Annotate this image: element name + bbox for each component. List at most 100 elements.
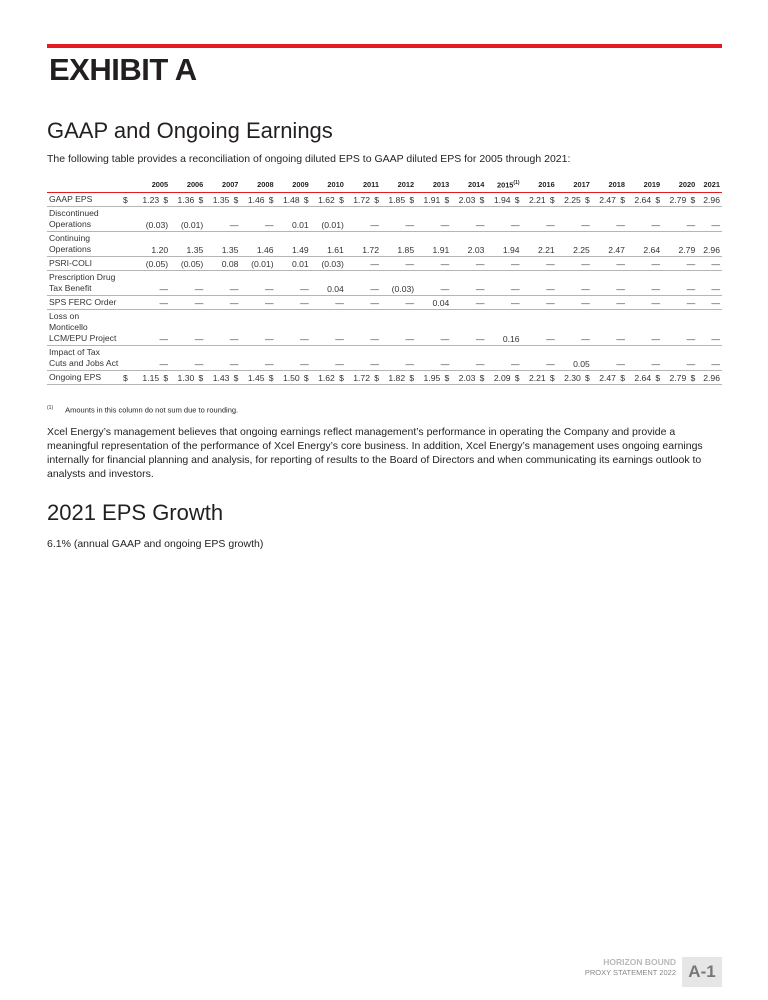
value-cell: — bbox=[345, 295, 381, 311]
cell-value: — bbox=[159, 334, 169, 345]
year-label: 2017 bbox=[573, 180, 590, 190]
value-cell: 0.05 bbox=[556, 345, 592, 372]
section-title-growth: 2021 EPS Growth bbox=[47, 500, 224, 525]
value-cell: — bbox=[310, 295, 346, 311]
cell-value: — bbox=[581, 334, 590, 345]
value-cell: — bbox=[626, 256, 663, 272]
cell-value: — bbox=[264, 359, 274, 370]
cell-value: 2.47 bbox=[608, 245, 625, 256]
value-cell: — bbox=[697, 345, 722, 372]
cell-value: — bbox=[711, 259, 720, 270]
cell-value: — bbox=[546, 284, 555, 295]
year-header: 2010 bbox=[310, 178, 346, 194]
cell-value: 1.62 bbox=[318, 195, 335, 206]
value-cell: — bbox=[626, 295, 663, 311]
value-cell: 1.20 bbox=[135, 231, 171, 258]
cell-value: — bbox=[510, 259, 520, 270]
cell-value: 2.30 bbox=[564, 373, 581, 384]
year-label: 2008 bbox=[257, 180, 274, 190]
value-cell: 1.72 $ bbox=[345, 192, 381, 208]
footnote: (1) Amounts in this column do not sum due… bbox=[47, 405, 238, 415]
year-label: 2005 bbox=[151, 180, 169, 190]
cell-value: — bbox=[159, 359, 169, 370]
value-cell: 2.03 bbox=[451, 231, 487, 258]
value-cell: — bbox=[591, 309, 627, 347]
top-accent-bar bbox=[47, 44, 722, 48]
growth-text: 6.1% (annual GAAP and ongoing EPS growth… bbox=[47, 538, 264, 550]
value-cell: (0.01) bbox=[170, 206, 206, 233]
table-row: SPS FERC Order — — — — — — — — 0.04 — — — — — — — — bbox=[47, 295, 722, 311]
cell-value: 2.96 bbox=[703, 195, 720, 206]
value-cell: 1.91 bbox=[416, 231, 452, 258]
value-cell: — bbox=[170, 295, 206, 311]
value-cell: 2.96 bbox=[697, 231, 722, 258]
cell-value: — bbox=[264, 220, 274, 231]
cell-value: — bbox=[335, 359, 344, 370]
currency-cell: $ bbox=[121, 192, 135, 208]
currency-cell bbox=[121, 345, 135, 372]
value-cell: (0.03) bbox=[310, 256, 346, 272]
currency-sign: $ bbox=[409, 195, 415, 206]
cell-value: 1.30 bbox=[177, 373, 195, 384]
value-cell: 1.94 $ bbox=[486, 192, 522, 208]
value-cell: 0.01 bbox=[275, 256, 311, 272]
cell-value: 1.72 bbox=[353, 195, 370, 206]
value-cell: — bbox=[380, 309, 417, 347]
value-cell: (0.03) bbox=[380, 270, 417, 297]
value-cell: — bbox=[275, 270, 311, 297]
value-cell: — bbox=[345, 345, 381, 372]
cell-value: (0.01) bbox=[180, 220, 204, 231]
currency-sign: $ bbox=[479, 373, 485, 384]
year-header: 2019 bbox=[626, 178, 663, 194]
value-cell: 1.91 $ bbox=[416, 192, 452, 208]
cell-value: — bbox=[711, 359, 720, 370]
table-row: Prescription Drug Tax Benefit — — — — — 0.04 — (… bbox=[47, 270, 722, 297]
cell-value: 2.47 bbox=[599, 195, 616, 206]
year-label: 2018 bbox=[608, 180, 625, 190]
cell-value: (0.03) bbox=[145, 220, 169, 231]
currency-sign: $ bbox=[479, 195, 485, 206]
cell-value: (0.03) bbox=[321, 259, 344, 270]
value-cell: — bbox=[521, 256, 557, 272]
cell-value: 2.03 bbox=[458, 195, 476, 206]
value-cell: — bbox=[556, 270, 592, 297]
cell-value: — bbox=[546, 334, 555, 345]
value-cell: — bbox=[170, 345, 206, 372]
year-label: 2013 bbox=[432, 180, 450, 190]
value-cell: 1.94 bbox=[486, 231, 522, 258]
year-label: 2020 bbox=[678, 180, 696, 190]
cell-value: — bbox=[510, 359, 520, 370]
value-cell: — bbox=[416, 256, 452, 272]
row-label: SPS FERC Order bbox=[47, 295, 121, 311]
cell-value: 2.79 bbox=[678, 245, 696, 256]
cell-value: 1.62 bbox=[318, 373, 335, 384]
year-header: 2011 bbox=[345, 178, 381, 194]
currency-sign: $ bbox=[303, 373, 309, 384]
value-cell: — bbox=[451, 270, 487, 297]
value-cell: 1.72 bbox=[345, 231, 381, 258]
value-cell: — bbox=[697, 309, 722, 347]
cell-value: 1.45 bbox=[247, 373, 265, 384]
currency-sign: $ bbox=[233, 195, 239, 206]
value-cell: — bbox=[451, 206, 487, 233]
value-cell: — bbox=[240, 206, 276, 233]
value-cell: 1.45 $ bbox=[240, 370, 276, 386]
value-cell: — bbox=[310, 309, 346, 347]
value-cell: — bbox=[697, 206, 722, 233]
cell-value: 2.64 bbox=[634, 195, 652, 206]
cell-value: — bbox=[616, 259, 625, 270]
cell-value: 2.25 bbox=[573, 245, 590, 256]
cell-value: — bbox=[651, 359, 661, 370]
year-header: 2016 bbox=[521, 178, 557, 194]
cell-value: — bbox=[651, 259, 661, 270]
year-label: 2021 bbox=[703, 180, 720, 190]
year-header: 2008 bbox=[240, 178, 276, 194]
year-header: 2006 bbox=[170, 178, 206, 194]
cell-value: 1.85 bbox=[397, 245, 415, 256]
currency-sign: $ bbox=[163, 195, 169, 206]
value-cell: 0.04 bbox=[310, 270, 346, 297]
cell-value: (0.01) bbox=[321, 220, 344, 231]
row-label: PSRI-COLI bbox=[47, 256, 121, 272]
value-cell: — bbox=[345, 270, 381, 297]
cell-value: — bbox=[711, 334, 720, 345]
